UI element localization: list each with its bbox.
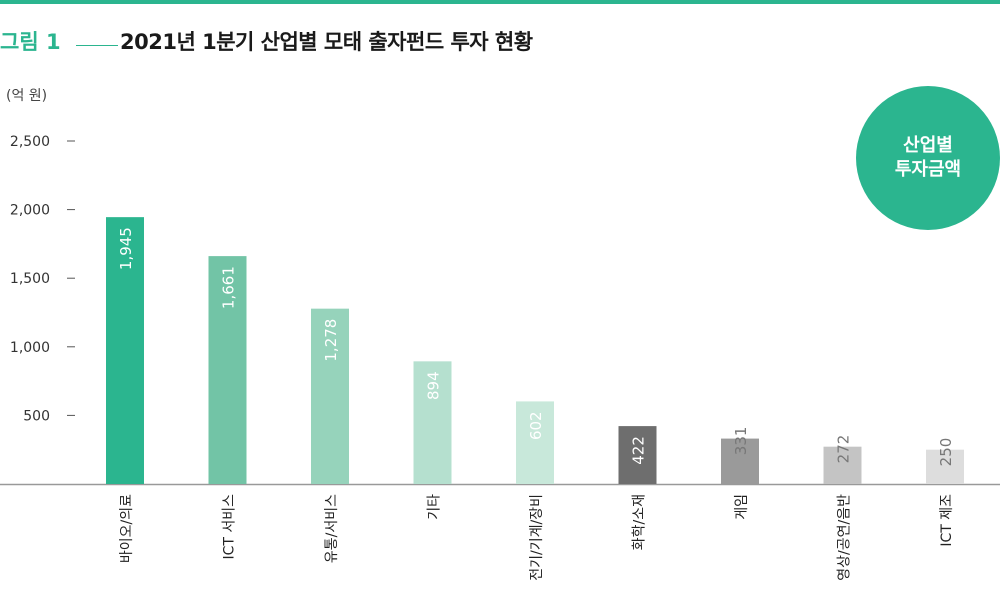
title-divider	[76, 45, 118, 46]
x-tick-label: ICT 서비스	[222, 494, 238, 560]
bar	[208, 256, 247, 484]
y-tick-label: 2,000	[10, 203, 50, 219]
data-label: 1,278	[322, 319, 340, 362]
chart-title: 2021년 1분기 산업별 모태 출자펀드 투자 현황	[120, 30, 533, 54]
data-label: 1,945	[117, 227, 135, 270]
bar	[106, 217, 144, 484]
data-label: 250	[937, 438, 955, 467]
data-label: 422	[630, 436, 648, 465]
y-tick-label: 1,500	[10, 271, 50, 287]
x-tick-label: 게임	[734, 494, 750, 520]
x-tick-label: 영상/공연/음반	[837, 494, 853, 581]
bar	[721, 438, 759, 484]
x-tick-label: 화학/소재	[632, 494, 648, 550]
badge-line-2: 투자금액	[894, 159, 962, 180]
category-badge: 산업별 투자금액	[856, 86, 1000, 230]
bar	[311, 308, 349, 484]
top-rule	[0, 0, 1000, 4]
x-tick-label: 바이오/의료	[119, 494, 135, 563]
y-axis-label: (억 원)	[6, 88, 47, 104]
bar	[516, 401, 554, 484]
y-tick-label: 1,000	[10, 340, 50, 356]
figure-label: 그림 1	[0, 30, 61, 54]
bar	[413, 361, 452, 484]
data-label: 894	[425, 371, 443, 400]
x-tick-label: 기타	[427, 494, 443, 520]
x-tick-label: 유통/서비스	[324, 494, 340, 563]
data-label: 331	[732, 427, 750, 456]
bar	[926, 449, 964, 484]
bar	[823, 446, 862, 484]
x-tick-label: ICT 제조	[939, 494, 955, 547]
y-tick-label: 500	[23, 408, 50, 424]
bar	[618, 426, 657, 484]
data-label: 1,661	[220, 266, 238, 309]
data-label: 602	[527, 411, 545, 440]
x-tick-label: 전기/기계/장비	[529, 494, 545, 581]
data-label: 272	[835, 435, 853, 464]
y-tick-label: 2,500	[10, 134, 50, 150]
badge-line-1: 산업별	[903, 135, 953, 156]
